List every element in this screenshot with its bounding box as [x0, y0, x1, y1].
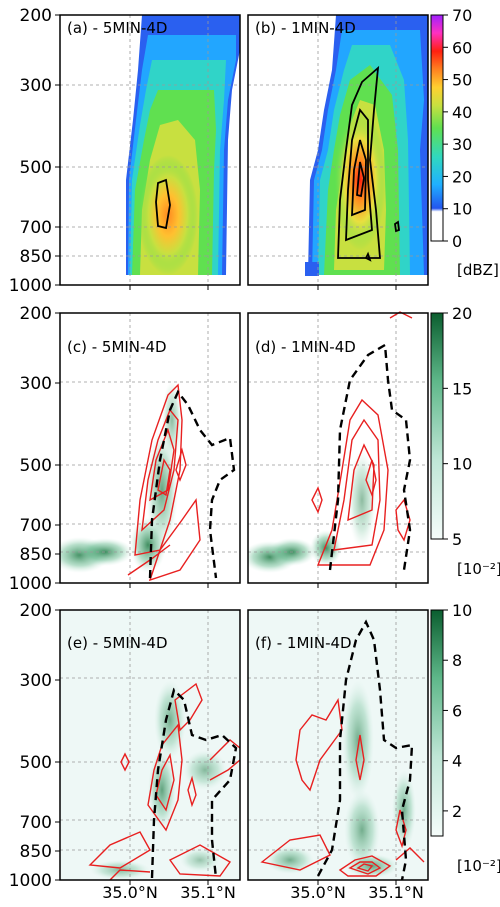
y-tick-label: 700 [20, 516, 52, 536]
y-tick-label: 700 [20, 218, 52, 238]
colorbar-ticks: 2 4 6 8 10 [443, 601, 472, 821]
y-axis-tick-labels: 200 300 500 700 850 1000 200 300 500 700 850 1000 20… [9, 6, 60, 891]
colorbar-unit: [10⁻²] [457, 857, 500, 875]
colorbar-tick-label: 2 [452, 802, 462, 821]
red-contours [127, 383, 201, 582]
y-tick-label: 1000 [9, 276, 52, 296]
y-tick-label: 850 [20, 247, 52, 267]
colorbar-green-2: 2 4 6 8 10 [10⁻²] [430, 601, 500, 875]
y-tick-label: 200 [20, 601, 52, 621]
x-tick-label: 35.1°N [180, 883, 236, 902]
panel-d: (d) - 1MIN-4D [247, 311, 429, 584]
y-tick-label: 200 [20, 6, 52, 26]
grid-lines [60, 15, 240, 285]
panel-title: (e) - 5MIN-4D [67, 634, 168, 652]
colorbar-tick-label: 50 [452, 71, 472, 90]
colorbar-dbz: 0 10 20 30 40 50 60 70 [dBZ] [430, 6, 499, 279]
x-tick-label: 35.0°N [290, 883, 346, 902]
panel-title: (b) - 1MIN-4D [255, 19, 356, 37]
colorbar-tick-label: 0 [452, 232, 462, 251]
colorbar-tick-label: 20 [452, 167, 472, 186]
y-tick-label: 300 [20, 671, 52, 691]
panel-title: (d) - 1MIN-4D [255, 338, 356, 356]
y-tick-label: 500 [20, 753, 52, 773]
black-contour [155, 178, 171, 230]
y-tick-label: 1000 [9, 871, 52, 891]
colorbar-tick-label: 4 [452, 752, 462, 771]
colorbar-ticks: 5 10 15 20 [443, 304, 472, 549]
colorbar-tick-label: 70 [452, 6, 472, 25]
colorbar-tick-label: 10 [452, 200, 472, 219]
panel-title: (c) - 5MIN-4D [67, 338, 167, 356]
colorbar-tick-label: 60 [452, 38, 472, 57]
panel-title: (a) - 5MIN-4D [67, 19, 167, 37]
y-tick-label: 850 [20, 545, 52, 565]
panel-a: (a) - 5MIN-4D [59, 14, 241, 286]
colorbar-unit: [dBZ] [457, 261, 499, 279]
colorbar-tick-label: 8 [452, 651, 462, 670]
y-tick-label: 500 [20, 456, 52, 476]
panel-f: (f) - 1MIN-4D [247, 609, 429, 881]
y-tick-label: 300 [20, 76, 52, 96]
colorbar-tick-label: 30 [452, 135, 472, 154]
y-tick-label: 200 [20, 304, 52, 324]
y-tick-label: 300 [20, 374, 52, 394]
black-dashed-contour [148, 389, 236, 579]
colorbar-ticks: 0 10 20 30 40 50 60 70 [443, 6, 472, 251]
colorbar-unit: [10⁻²] [457, 560, 500, 578]
colorbar-tick-label: 10 [452, 455, 472, 474]
y-tick-label: 850 [20, 842, 52, 862]
colorbar-tick-label: 20 [452, 304, 472, 323]
panel-b: (b) - 1MIN-4D [247, 14, 429, 286]
panel-e: (e) - 5MIN-4D [59, 609, 241, 881]
colorbar-tick-label: 15 [452, 379, 472, 398]
colorbar-tick-label: 6 [452, 701, 462, 720]
panel-c: (c) - 5MIN-4D [59, 312, 241, 584]
black-contours [337, 65, 400, 262]
colorbar-green-1: 5 10 15 20 [10⁻²] [430, 304, 500, 578]
x-tick-label: 35.0°N [102, 883, 158, 902]
colorbar-tick-label: 40 [452, 103, 472, 122]
panel-title: (f) - 1MIN-4D [255, 634, 352, 652]
y-tick-label: 700 [20, 813, 52, 833]
colorbar-tick-label: 10 [452, 601, 472, 620]
y-tick-label: 500 [20, 158, 52, 178]
x-axis-tick-labels: 35.0°N 35.1°N 35.0°N 35.1°N [102, 285, 424, 902]
colorbar-tick-label: 5 [452, 530, 462, 549]
x-tick-label: 35.1°N [368, 883, 424, 902]
y-tick-label: 1000 [9, 574, 52, 594]
